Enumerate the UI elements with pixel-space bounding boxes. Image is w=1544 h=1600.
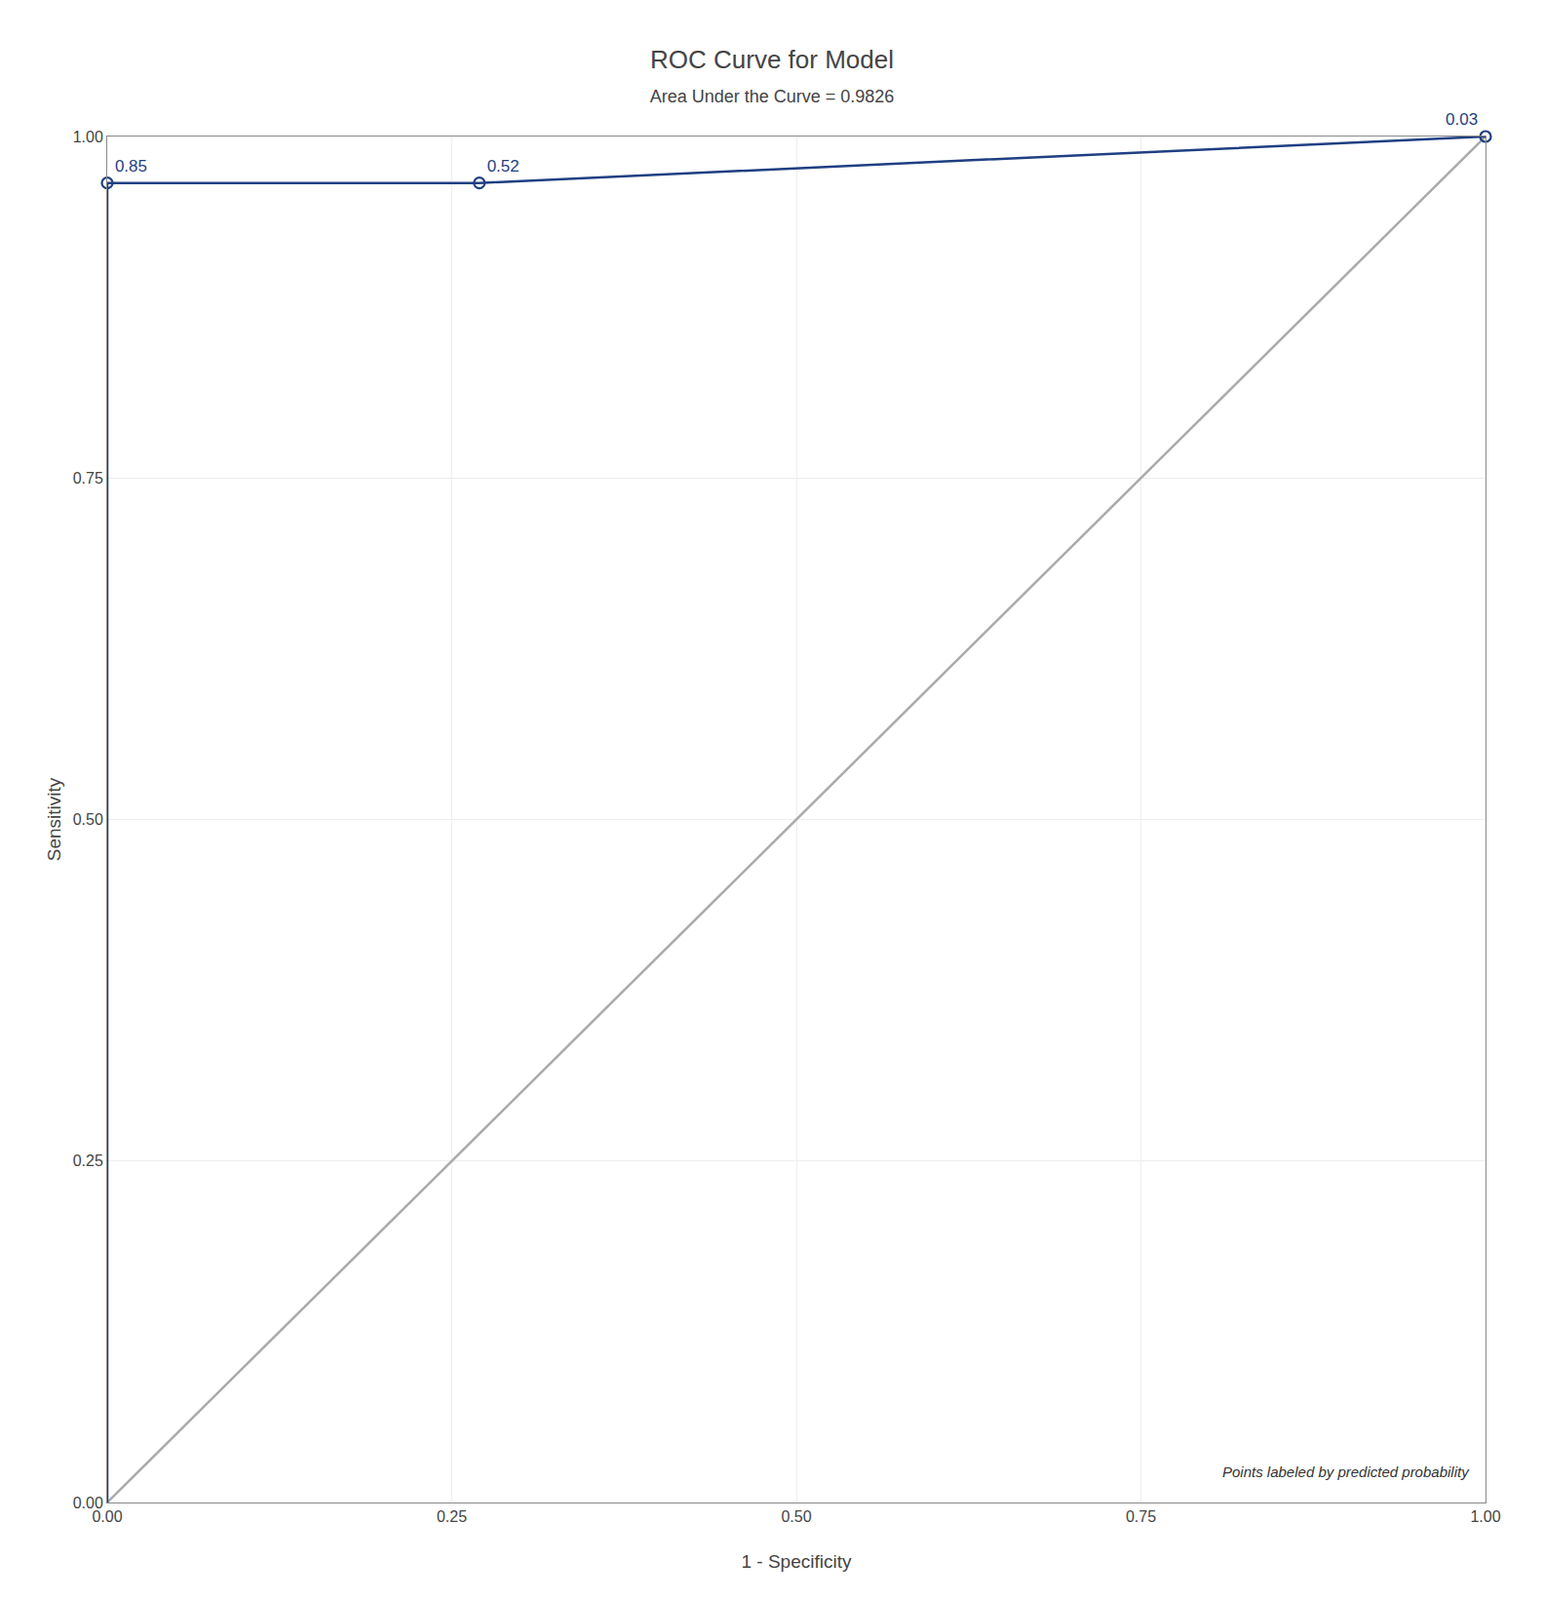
svg-text:0.25: 0.25: [436, 1507, 467, 1525]
svg-text:0.25: 0.25: [73, 1152, 104, 1169]
svg-text:1 - Specificity: 1 - Specificity: [741, 1550, 852, 1572]
svg-text:Area Under the Curve = 0.9826: Area Under the Curve = 0.9826: [650, 86, 895, 107]
svg-text:1.00: 1.00: [73, 128, 104, 146]
svg-text:0.50: 0.50: [73, 810, 104, 828]
svg-text:Sensitivity: Sensitivity: [43, 776, 65, 861]
svg-text:0.03: 0.03: [1445, 110, 1478, 129]
svg-text:ROC Curve for Model: ROC Curve for Model: [650, 44, 894, 75]
svg-text:0.00: 0.00: [73, 1494, 104, 1511]
svg-text:1.00: 1.00: [1469, 1507, 1501, 1525]
svg-text:0.52: 0.52: [487, 156, 520, 176]
svg-text:Points labeled by predicted pr: Points labeled by predicted probability: [1222, 1463, 1470, 1480]
svg-text:0.00: 0.00: [91, 1507, 122, 1525]
svg-text:0.75: 0.75: [1125, 1507, 1157, 1525]
svg-text:0.85: 0.85: [115, 156, 148, 176]
svg-text:0.75: 0.75: [73, 469, 104, 487]
svg-text:0.50: 0.50: [780, 1507, 811, 1525]
